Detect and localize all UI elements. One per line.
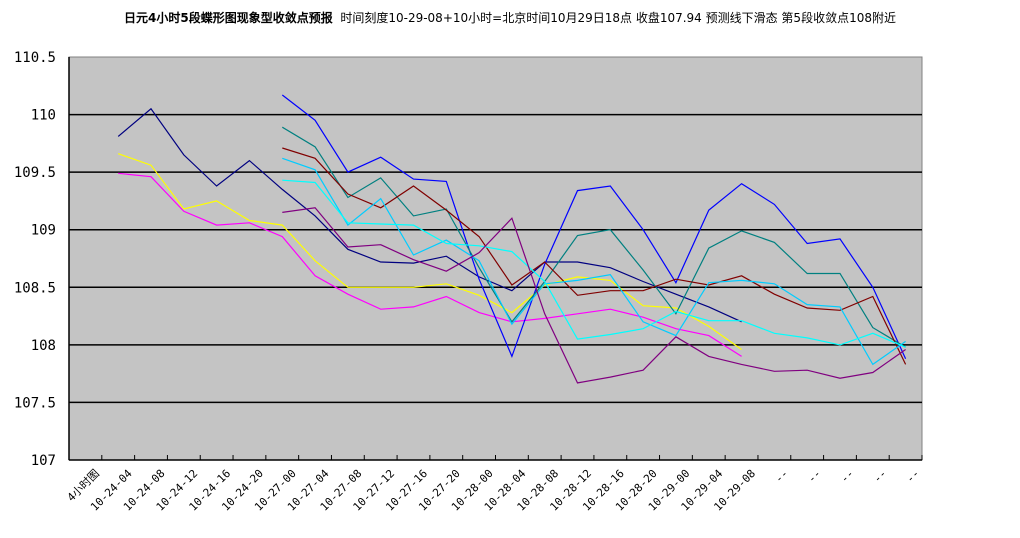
y-tick-label: 110.5	[14, 50, 56, 66]
x-tick-label: --	[805, 467, 824, 486]
y-axis: 110.5 110 109.5 109 108.5 108 107.5 107	[14, 50, 70, 469]
x-axis: 4小时图10-24-0410-24-0810-24-1210-24-1610-2…	[65, 455, 923, 514]
series-line-blue	[281, 94, 907, 359]
y-tick-label: 109	[31, 223, 56, 239]
series-lines	[117, 94, 907, 384]
series-line-magenta	[118, 172, 742, 357]
chart-title-main: 日元4小时5段蝶形图现象型收敛点预报	[124, 11, 333, 25]
series-line-purple	[282, 207, 906, 384]
series-line-maroon	[282, 147, 907, 365]
x-tick-label: --	[772, 467, 791, 486]
series-line-cyan	[282, 179, 906, 348]
chart-title: 日元4小时5段蝶形图现象型收敛点预报 时间刻度10-29-08+10小时=北京时…	[100, 10, 920, 27]
series-line-yellow	[118, 153, 742, 350]
series-line-navy	[117, 107, 742, 323]
gridlines	[69, 113, 922, 404]
y-tick-label: 110	[31, 108, 56, 124]
y-tick-label: 108	[31, 338, 56, 354]
chart-subtitle: 时间刻度10-29-08+10小时=北京时间10月29日18点 收盘107.94…	[340, 11, 896, 25]
series-line-deepskyblue	[282, 157, 906, 366]
y-tick-label: 107.5	[14, 395, 56, 411]
plot-area	[68, 56, 923, 461]
x-tick-label: --	[838, 467, 857, 486]
series-line-teal	[281, 126, 906, 348]
y-tick-label: 107	[31, 453, 56, 469]
x-tick-label: --	[904, 467, 923, 486]
y-tick-label: 108.5	[14, 280, 56, 296]
x-tick-label: --	[871, 467, 890, 486]
y-tick-label: 109.5	[14, 165, 56, 181]
